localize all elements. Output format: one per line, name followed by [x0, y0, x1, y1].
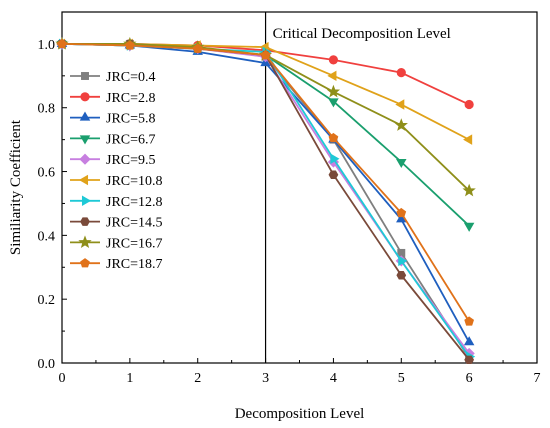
data-point: [327, 70, 337, 82]
data-point: [328, 132, 339, 143]
legend-label: JRC=0.4: [106, 70, 156, 85]
data-point: [463, 336, 475, 346]
data-point: [57, 38, 67, 49]
y-tick-label: 0.2: [38, 293, 56, 308]
x-tick-label: 4: [330, 371, 337, 386]
y-tick-label: 0.6: [38, 166, 56, 181]
legend-item: JRC=6.7: [70, 132, 156, 147]
legend-item: JRC=10.8: [70, 174, 163, 189]
x-tick-label: 5: [398, 371, 405, 386]
legend-label: JRC=10.8: [106, 174, 163, 189]
legend-marker: [81, 72, 89, 80]
legend-marker: [78, 174, 89, 186]
data-point: [464, 355, 475, 365]
legend-item: JRC=12.8: [70, 195, 163, 210]
legend-marker: [80, 92, 90, 102]
legend-item: JRC=16.7: [70, 235, 163, 251]
data-point: [396, 68, 406, 78]
data-point: [396, 207, 407, 218]
legend-marker: [78, 235, 92, 249]
x-axis-ticks: 0 1 2 3 4 5 6 7: [59, 358, 541, 386]
legend-item: JRC=0.4: [70, 70, 156, 85]
legend-label: JRC=6.7: [106, 132, 156, 147]
data-point: [330, 153, 340, 165]
legend-label: JRC=14.5: [106, 216, 163, 231]
data-point: [328, 170, 339, 179]
data-point: [394, 118, 408, 131]
y-tick-label: 0.8: [38, 102, 56, 117]
x-tick-label: 7: [534, 371, 541, 386]
data-point: [192, 43, 203, 53]
legend-label: JRC=2.8: [106, 91, 156, 106]
y-tick-label: 0.4: [38, 229, 56, 244]
legend-item: JRC=5.8: [70, 111, 156, 127]
x-tick-label: 6: [466, 371, 473, 386]
legend-label: JRC=16.7: [106, 236, 163, 251]
data-point: [328, 98, 339, 108]
data-point: [463, 134, 473, 145]
data-point: [328, 55, 339, 65]
data-point: [396, 271, 407, 280]
x-axis-title: Decomposition Level: [235, 406, 365, 422]
y-tick-label: 0.0: [38, 357, 56, 372]
legend-item: JRC=9.5: [70, 153, 156, 168]
series-jrc-18-7: [57, 38, 475, 326]
data-point: [395, 99, 405, 110]
data-point: [260, 49, 271, 60]
x-tick-label: 1: [126, 371, 133, 386]
y-tick-label: 1.0: [38, 38, 56, 53]
legend-label: JRC=5.8: [106, 112, 156, 127]
series-layer: [55, 36, 476, 365]
legend-label: JRC=18.7: [106, 257, 163, 272]
data-point: [326, 84, 341, 98]
plot-area: Critical Decomposition Level 0 1 2 3 4 5 6 7 0.…: [38, 11, 541, 386]
data-point: [396, 158, 407, 169]
data-point: [398, 255, 408, 267]
legend-marker: [81, 195, 92, 207]
legend-item: JRC=14.5: [70, 216, 163, 231]
legend-marker: [79, 111, 91, 121]
legend-marker: [79, 153, 91, 165]
x-tick-label: 0: [59, 371, 66, 386]
x-tick-label: 2: [194, 371, 201, 386]
data-point: [462, 183, 476, 197]
data-point: [463, 222, 475, 232]
legend-item: JRC=18.7: [70, 257, 163, 272]
data-point: [464, 99, 474, 110]
data-point: [124, 40, 135, 50]
legend-label: JRC=12.8: [106, 195, 163, 210]
data-point: [464, 316, 475, 326]
x-tick-label: 3: [262, 371, 269, 386]
legend-label: JRC=9.5: [106, 153, 156, 168]
legend-marker: [80, 217, 90, 226]
legend-item: JRC=2.8: [70, 91, 156, 106]
y-axis-title: Similiarity Coefficient: [8, 119, 24, 255]
legend-marker: [79, 135, 91, 145]
y-axis-ticks: 0.0 0.2 0.4 0.6 0.8 1.0: [38, 38, 67, 372]
legend: JRC=0.4 JRC=2.8 JRC=5.8 JRC=6.7 JRC=9.5 JRC=1…: [70, 70, 163, 272]
legend-marker: [80, 258, 90, 268]
critical-level-label: Critical Decomposition Level: [273, 26, 451, 42]
